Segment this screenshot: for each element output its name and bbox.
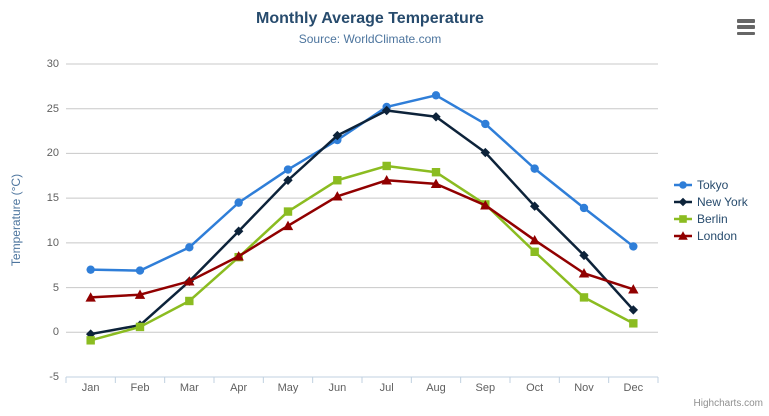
marker-diamond	[332, 130, 343, 141]
export-menu-button[interactable]	[737, 18, 757, 36]
marker-circle	[185, 243, 194, 252]
marker-square	[629, 319, 638, 328]
x-axis-label: Apr	[230, 382, 248, 394]
legend-item-tokyo[interactable]: Tokyo	[674, 176, 748, 193]
marker-triangle	[578, 268, 590, 278]
y-axis-label: 25	[46, 102, 59, 115]
hamburger-icon	[737, 25, 755, 29]
y-axis-label: 0	[52, 326, 59, 339]
x-axis-label: Nov	[574, 382, 594, 394]
marker-triangle	[628, 284, 639, 294]
marker-circle	[86, 265, 95, 274]
legend-label: Berlin	[697, 211, 728, 226]
marker-circle	[431, 91, 441, 100]
x-axis-label: Jul	[379, 382, 394, 394]
marker-triangle	[134, 289, 146, 299]
y-axis-label: 5	[52, 281, 59, 294]
marker-circle	[679, 180, 687, 189]
marker-diamond	[529, 201, 540, 211]
marker-circle	[530, 164, 539, 173]
x-axis-label: Oct	[526, 382, 544, 394]
marker-triangle	[480, 200, 491, 210]
legend-item-london[interactable]: London	[674, 227, 748, 244]
series-line-tokyo	[89, 94, 635, 272]
credits-link[interactable]: Highcharts.com	[693, 398, 763, 409]
marker-diamond	[283, 175, 293, 185]
legend-marker-circle-icon	[674, 180, 692, 189]
series-line-london	[89, 179, 635, 299]
x-axis-label: Dec	[623, 382, 644, 394]
marker-circle	[135, 266, 145, 275]
marker-triangle	[529, 234, 540, 245]
marker-triangle	[233, 251, 244, 261]
legend-label: London	[697, 228, 738, 243]
marker-square	[530, 247, 539, 256]
marker-diamond	[579, 250, 589, 261]
y-axis-label: 10	[46, 236, 59, 249]
marker-circle	[579, 203, 589, 213]
hamburger-icon	[737, 19, 755, 23]
marker-circle	[481, 119, 490, 129]
legend: Tokyo New York Berlin London	[674, 176, 748, 244]
x-axis-label: May	[277, 382, 299, 394]
y-axis-label: -5	[49, 371, 59, 383]
marker-circle	[629, 242, 638, 251]
y-axis-label: 30	[46, 58, 59, 70]
marker-triangle	[381, 175, 392, 185]
legend-label: New York	[697, 194, 748, 209]
marker-triangle	[332, 191, 343, 201]
x-axis-label: Sep	[475, 382, 496, 394]
marker-square	[283, 207, 293, 216]
marker-square	[135, 322, 145, 332]
legend-marker-triangle-icon	[674, 230, 692, 240]
marker-square	[679, 214, 687, 223]
marker-diamond	[431, 112, 441, 122]
marker-square	[333, 176, 342, 185]
marker-diamond	[480, 147, 491, 158]
legend-item-new-york[interactable]: New York	[674, 193, 748, 210]
y-axis-label: 15	[46, 192, 59, 205]
series-line-berlin	[89, 164, 635, 342]
marker-square	[185, 296, 194, 306]
legend-item-berlin[interactable]: Berlin	[674, 210, 748, 227]
x-axis-label: Jun	[328, 382, 347, 394]
hamburger-icon	[737, 31, 755, 35]
legend-label: Tokyo	[697, 177, 729, 192]
legend-marker-square-icon	[674, 214, 692, 223]
x-axis-label: Aug	[426, 382, 446, 394]
chart-subtitle: Source: WorldClimate.com	[298, 32, 442, 46]
series-line-new-york	[89, 109, 635, 336]
chart-title: Monthly Average Temperature	[256, 10, 484, 27]
marker-circle	[283, 165, 293, 174]
marker-diamond	[628, 305, 639, 315]
marker-square	[431, 168, 441, 177]
x-axis-label: Mar	[179, 382, 199, 394]
x-axis-label: Feb	[130, 382, 150, 394]
x-axis-label: Jan	[81, 382, 100, 394]
marker-triangle	[282, 220, 294, 231]
legend-marker-diamond-icon	[674, 197, 692, 206]
marker-diamond	[678, 197, 688, 206]
marker-circle	[234, 198, 243, 207]
marker-square	[86, 336, 95, 345]
marker-triangle	[678, 230, 688, 240]
marker-diamond	[233, 226, 244, 236]
y-axis-label: 20	[46, 147, 59, 160]
marker-triangle	[184, 276, 195, 286]
marker-triangle	[85, 292, 96, 302]
marker-triangle	[430, 178, 442, 189]
marker-diamond	[381, 105, 392, 116]
marker-square	[382, 161, 391, 171]
marker-square	[579, 293, 589, 302]
